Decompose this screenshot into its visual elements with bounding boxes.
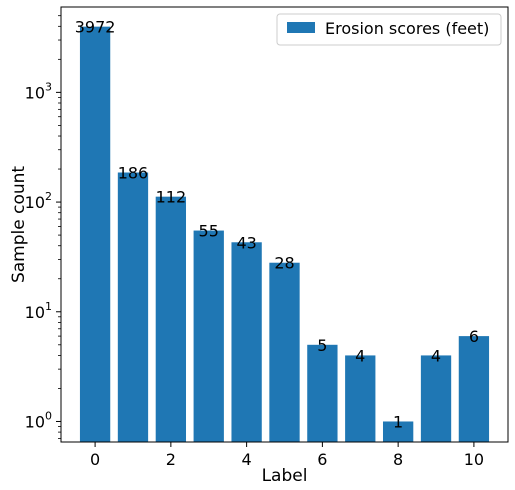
bar [420,355,452,442]
x-tick-label: 6 [317,450,327,469]
bar [269,262,300,442]
bar [307,344,338,442]
bar [79,26,111,442]
plot-frame [60,6,509,443]
y-tick-label-exponent: 2 [45,190,52,203]
x-tick-label: 2 [166,450,176,469]
y-tick-label-exponent: 0 [45,409,52,422]
bar [458,336,490,442]
bar-value-label: 1 [393,412,403,431]
y-tick-label: 101 [25,300,52,322]
bar [231,242,262,442]
y-tick-label-base: 10 [25,193,45,212]
bar [193,230,224,442]
bar-value-label: 186 [118,164,149,183]
y-tick-label-base: 10 [25,83,45,102]
bar [382,421,414,442]
value-labels-group: 3972 186 112 55 43 28 5 4 1 4 6 [75,18,479,432]
bar-value-label: 43 [236,233,256,252]
bar-value-label: 4 [355,346,365,365]
y-tick-label: 100 [25,409,52,431]
y-tick-label-base: 10 [25,303,45,322]
bar [155,196,187,442]
y-tick-label-exponent: 3 [45,80,52,93]
bar-value-label: 5 [317,336,327,355]
x-tick-label: 4 [242,450,252,469]
y-tick-label-base: 10 [25,412,45,431]
bar-value-label: 55 [199,222,219,241]
x-tick-label: 0 [90,450,100,469]
y-axis-label: Sample count [9,166,29,283]
bar [117,172,149,442]
y-tick-label-exponent: 1 [45,300,52,313]
bars-group [79,26,490,442]
x-axis: 0 2 4 6 8 10 [90,442,484,469]
y-tick-label: 103 [25,80,52,102]
bar-value-label: 112 [156,188,187,207]
legend-label: Erosion scores (feet) [325,19,489,38]
bar-value-label: 6 [469,327,479,346]
legend-swatch [287,22,315,33]
bar-value-label: 4 [431,346,441,365]
y-tick-label: 102 [25,190,52,212]
bar-value-label: 28 [274,254,294,273]
legend: Erosion scores (feet) [276,13,502,46]
x-tick-label: 8 [393,450,403,469]
legend-box [276,13,502,46]
bar [345,355,376,442]
x-tick-label: 10 [464,450,484,469]
x-axis-label: Label [262,466,308,486]
bar-value-label: 3972 [75,18,116,37]
